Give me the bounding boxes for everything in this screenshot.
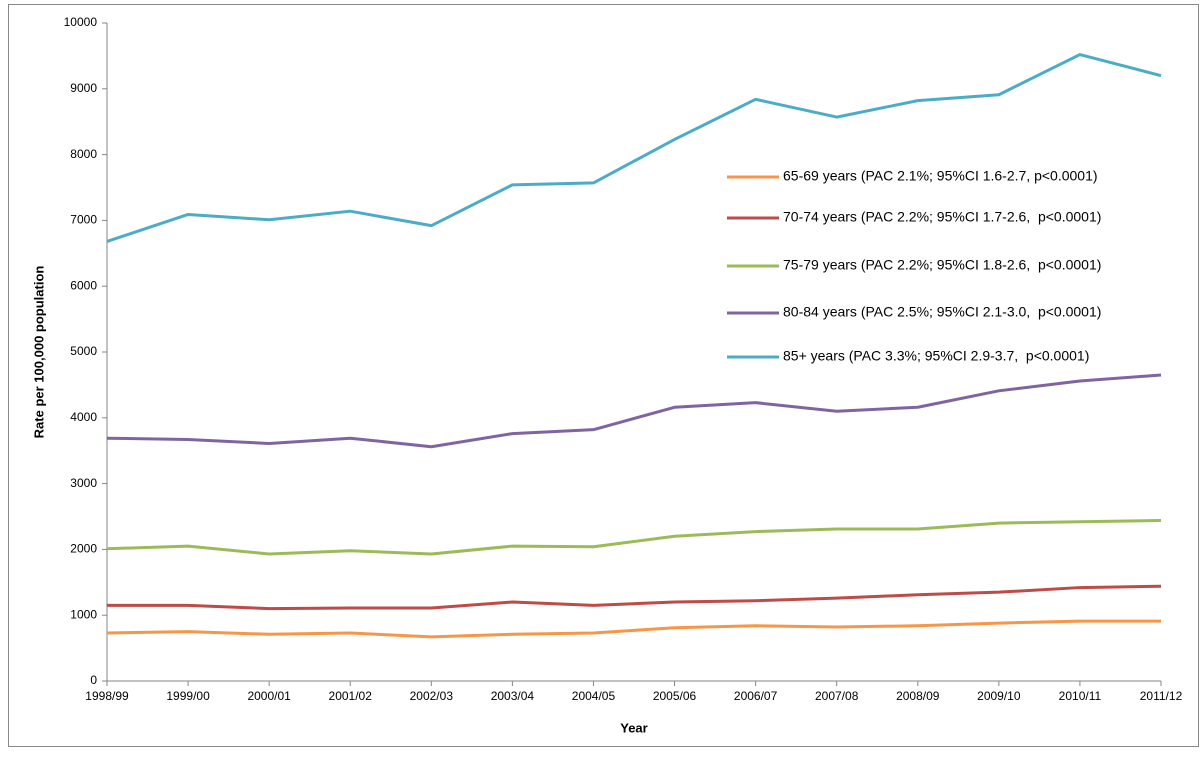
x-tick-label: 2000/01: [247, 689, 291, 703]
series-line: [106, 53, 1162, 243]
x-tick-label: 2009/10: [977, 689, 1021, 703]
x-tick-label: 2001/02: [329, 689, 373, 703]
x-tick-label: 1998/99: [85, 689, 129, 703]
chart-frame: [8, 4, 1199, 747]
y-tick-label: 2000: [70, 542, 97, 556]
y-tick-label: 5000: [70, 344, 97, 358]
series-line: [106, 373, 1162, 449]
x-tick-label: 2007/08: [815, 689, 859, 703]
x-tick-label: 1999/00: [166, 689, 210, 703]
legend-label: 65-69 years (PAC 2.1%; 95%CI 1.6-2.7, p<…: [783, 168, 1098, 184]
y-tick-label: 8000: [70, 147, 97, 161]
y-tick-label: 3000: [70, 476, 97, 490]
y-tick-label: 9000: [70, 81, 97, 95]
x-axis-title: Year: [620, 720, 647, 735]
x-tick-label: 2005/06: [653, 689, 697, 703]
x-tick-label: 2006/07: [734, 689, 778, 703]
x-tick-label: 2008/09: [896, 689, 940, 703]
y-tick-label: 0: [90, 673, 97, 687]
legend-label: 85+ years (PAC 3.3%; 95%CI 2.9-3.7, p<0.…: [783, 348, 1089, 364]
legend-label: 70-74 years (PAC 2.2%; 95%CI 1.7-2.6, p<…: [783, 209, 1101, 225]
y-tick-label: 10000: [64, 15, 98, 29]
series-line: [106, 518, 1162, 556]
series-line: [106, 619, 1161, 639]
x-tick-label: 2002/03: [410, 689, 454, 703]
y-tick-label: 1000: [70, 607, 97, 621]
legend-label: 75-79 years (PAC 2.2%; 95%CI 1.8-2.6, p<…: [783, 257, 1101, 273]
x-tick-label: 2011/12: [1140, 689, 1183, 703]
x-tick-label: 2004/05: [572, 689, 616, 703]
y-axis-title: Rate per 100,000 population: [31, 266, 46, 439]
series-line: [107, 584, 1162, 611]
x-tick-label: 2010/11: [1059, 689, 1102, 703]
legend-label: 80-84 years (PAC 2.5%; 95%CI 2.1-3.0, p<…: [783, 304, 1101, 320]
y-tick-label: 4000: [70, 410, 97, 424]
y-tick-label: 6000: [70, 278, 97, 292]
x-tick-label: 2003/04: [491, 689, 535, 703]
y-tick-label: 7000: [70, 213, 97, 227]
